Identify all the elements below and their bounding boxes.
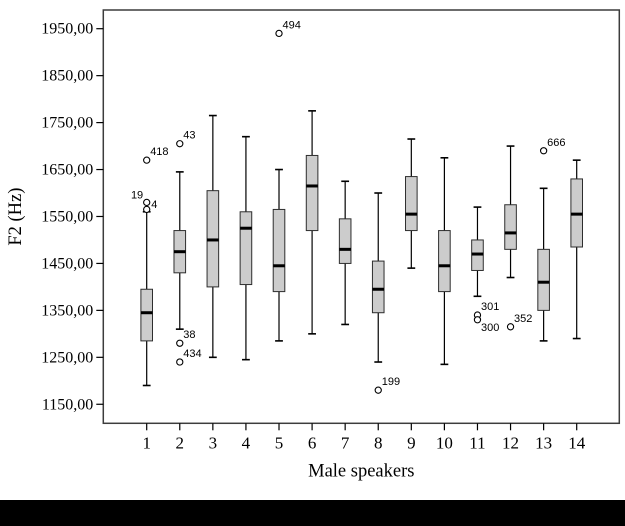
x-axis-tick-label: 14 [568,433,586,452]
iqr-box [338,218,352,264]
x-axis-tick-label: 7 [341,433,350,452]
bottom-black-bar [0,500,625,526]
y-axis-tick-label: 1950,00 [41,21,93,38]
y-axis-tick-label: 1750,00 [41,115,93,132]
boxplot-group-4 [239,135,253,361]
y-axis-tick-label: 1350,00 [41,302,93,319]
outlier-label: 494 [283,19,301,31]
outlier-point [143,198,151,207]
outlier-point [473,316,482,324]
boxplot-group-14 [570,159,584,340]
boxplot-group-9 [405,138,418,269]
y-axis-tick-label: 1650,00 [41,162,93,179]
x-axis-tick-label: 12 [502,433,519,452]
outlier-label: 4 [151,199,157,211]
outlier-label: 352 [514,313,532,325]
outlier-label: 434 [183,348,201,360]
x-axis-title: Male speakers [308,461,414,481]
boxplot-group-8: 199 [371,192,400,394]
outlier-point [275,29,283,38]
boxplot-group-1: 4 19 418 [131,146,169,387]
iqr-box [438,230,451,293]
iqr-box [504,204,517,250]
iqr-box [537,248,550,311]
outlier-label: 418 [150,146,168,158]
outlier-point [539,147,548,155]
boxplot-chart: 1150,00 1250,00 1350,00 1450,00 1550,00 1650,… [6,9,621,481]
outlier-label: 38 [183,329,195,341]
boxplot-group-6 [305,110,319,335]
x-axis-tick-label: 5 [275,433,284,452]
x-axis-tick-label: 13 [535,433,552,452]
x-axis-tick-label: 6 [308,433,317,452]
outlier-point [176,339,184,347]
x-axis-tick-label: 1 [142,433,151,452]
iqr-box [272,208,286,293]
boxplot-group-7 [338,180,352,326]
iqr-box [405,176,418,232]
iqr-box [239,211,253,286]
boxplot-group-12: 352 [504,145,532,331]
x-axis-tick-label: 2 [176,433,185,452]
x-axis-tick-label: 11 [469,433,485,452]
outlier-label: 301 [481,301,499,313]
outlier-point [176,140,184,148]
outlier-label: 43 [183,130,195,142]
iqr-box [371,260,385,314]
outlier-label: 19 [131,189,143,201]
iqr-box [140,288,153,342]
boxplot-group-11: 301 300 [471,206,499,334]
boxplot-group-5: 494 [272,19,301,342]
x-axis-tick-label: 4 [242,433,251,452]
outlier-point [176,358,184,366]
y-axis-title: F2 (Hz) [6,188,26,246]
x-axis-tick-label: 9 [407,433,416,452]
outlier-label: 666 [547,137,565,149]
outlier-point [143,205,151,214]
x-axis-tick-label: 10 [436,433,453,452]
outlier-point [143,156,151,164]
boxplot-group-10 [438,157,451,366]
y-axis-tick-label: 1450,00 [41,255,93,272]
boxplot-group-2: 43 38 434 [173,130,202,366]
outlier-label: 199 [382,376,400,388]
outlier-label: 300 [481,322,499,334]
y-axis-tick-label: 1150,00 [42,396,93,413]
boxplot-group-3 [206,114,220,359]
y-axis-tick-label: 1550,00 [41,208,93,225]
y-axis-tick-label: 1850,00 [41,68,93,85]
outlier-point [506,323,515,331]
y-axis-tick-label: 1250,00 [41,349,93,366]
x-axis-tick-label: 8 [374,433,383,452]
boxplot-group-13: 666 [537,137,565,342]
x-axis-tick-label: 3 [209,433,218,452]
iqr-box [305,154,319,232]
outlier-point [374,386,382,394]
